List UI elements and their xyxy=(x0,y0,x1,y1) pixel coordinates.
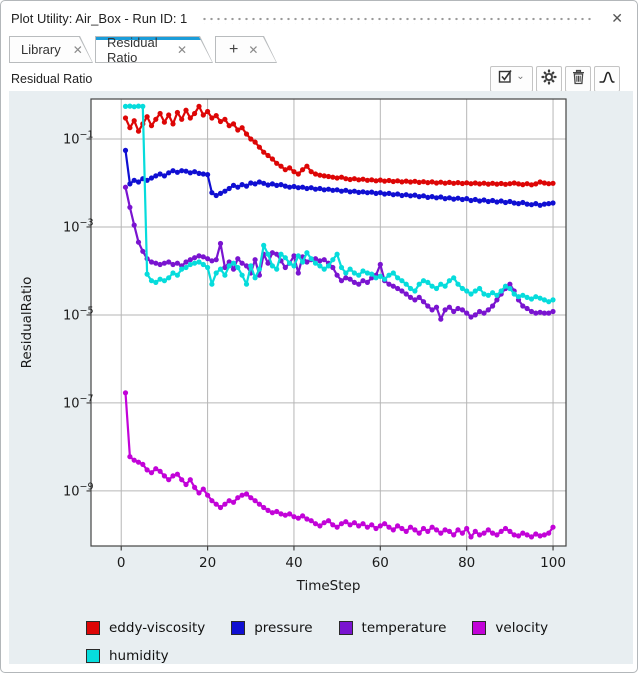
y-tick-label: 10−9 xyxy=(63,481,94,499)
delete-button[interactable] xyxy=(565,66,591,92)
tab-residual-ratio-label: Residual Ratio xyxy=(107,34,158,65)
tab-library-label: Library xyxy=(21,42,61,57)
y-tick-label: 10−1 xyxy=(63,129,94,147)
x-axis-label: TimeStep xyxy=(296,578,361,594)
chevron-down-icon: ⌄ xyxy=(516,71,525,82)
tab-residual-ratio-close-icon[interactable]: ✕ xyxy=(176,42,187,57)
x-tick-label: 100 xyxy=(540,555,566,571)
legend-item-eddy-viscosity: eddy-viscosity xyxy=(86,620,205,636)
legend-label: humidity xyxy=(109,648,169,664)
legend-swatch-icon xyxy=(86,649,100,663)
trash-icon xyxy=(571,69,586,90)
curve-style-button[interactable] xyxy=(594,66,620,92)
y-tick-label: 10−7 xyxy=(63,393,94,411)
window-title: Plot Utility: Air_Box - Run ID: 1 xyxy=(11,10,188,26)
x-tick-label: 20 xyxy=(199,555,216,571)
chart-legend: eddy-viscosity pressure temperature velocit… xyxy=(86,620,586,664)
tab-library[interactable]: Library ✕ xyxy=(9,36,93,63)
x-tick-label: 60 xyxy=(372,555,389,571)
legend-item-temperature: temperature xyxy=(338,620,447,636)
chart-title-label: Residual Ratio xyxy=(11,72,93,86)
x-tick-label: 40 xyxy=(285,555,302,571)
series-eddy-viscosity xyxy=(122,103,556,188)
legend-swatch-icon xyxy=(472,621,487,635)
legend-item-humidity: humidity xyxy=(86,648,169,664)
legend-item-velocity: velocity xyxy=(472,620,548,636)
legend-label: temperature xyxy=(361,620,447,636)
residual-ratio-chart: 0 20 40 60 80 100 10−1 10−3 10−5 10−7 10−9 TimeStep… xyxy=(19,98,567,594)
legend-item-pressure: pressure xyxy=(231,620,313,636)
x-tick-label: 0 xyxy=(117,555,126,571)
plot-panel: 0 20 40 60 80 100 10−1 10−3 10−5 10−7 10−9 TimeStep… xyxy=(9,91,633,664)
legend-swatch-icon xyxy=(86,621,100,635)
tab-library-close-icon[interactable]: ✕ xyxy=(72,42,83,57)
curve-icon xyxy=(598,69,616,90)
tab-residual-ratio[interactable]: Residual Ratio ✕ xyxy=(95,34,213,65)
series-humidity xyxy=(122,103,556,305)
window-close-icon[interactable]: ✕ xyxy=(611,10,623,26)
tab-bar: Library ✕ Residual Ratio ✕ + ✕ xyxy=(1,33,637,65)
new-tab-plus-icon[interactable]: + xyxy=(229,40,239,58)
tab-new[interactable]: + ✕ xyxy=(215,36,277,63)
legend-swatch-icon xyxy=(338,621,353,635)
x-tick-label: 80 xyxy=(458,555,475,571)
y-tick-label: 10−5 xyxy=(63,305,94,323)
y-tick-label: 10−3 xyxy=(63,217,94,235)
select-curves-button[interactable]: ⌄ xyxy=(490,66,533,92)
legend-label: velocity xyxy=(495,620,549,636)
series-pressure xyxy=(122,147,556,208)
titlebar[interactable]: Plot Utility: Air_Box - Run ID: 1 ✕ xyxy=(1,1,637,31)
legend-label: pressure xyxy=(254,620,313,636)
gear-icon xyxy=(541,69,557,90)
settings-button[interactable] xyxy=(536,66,562,92)
series-temperature xyxy=(122,184,556,322)
drag-handle-dots[interactable] xyxy=(201,14,594,24)
tab-new-close-icon[interactable]: ✕ xyxy=(248,42,259,57)
legend-swatch-icon xyxy=(231,621,246,635)
checkbox-check-icon xyxy=(498,69,513,89)
legend-label: eddy-viscosity xyxy=(109,620,206,636)
y-axis-label: ResidualRatio xyxy=(19,277,35,369)
series-velocity xyxy=(122,390,556,540)
